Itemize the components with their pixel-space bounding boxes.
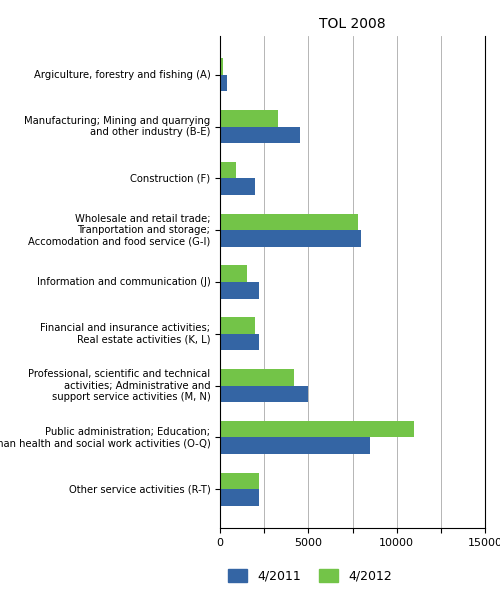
Bar [220,178,256,195]
Bar [220,421,414,437]
Legend: 4/2011, 4/2012: 4/2011, 4/2012 [223,564,397,588]
Bar [220,75,227,91]
Bar [220,489,259,506]
Bar [220,265,246,282]
Bar [220,386,308,402]
Bar [220,162,236,178]
Bar [220,473,259,489]
Bar [220,317,256,334]
Bar [220,282,259,299]
Bar [220,369,294,386]
Bar [220,214,358,230]
Bar [220,58,222,75]
Bar [220,230,362,247]
Bar [220,437,370,454]
Bar [220,334,259,350]
Bar [220,127,300,143]
Title: TOL 2008: TOL 2008 [319,17,386,31]
Bar [220,110,278,127]
